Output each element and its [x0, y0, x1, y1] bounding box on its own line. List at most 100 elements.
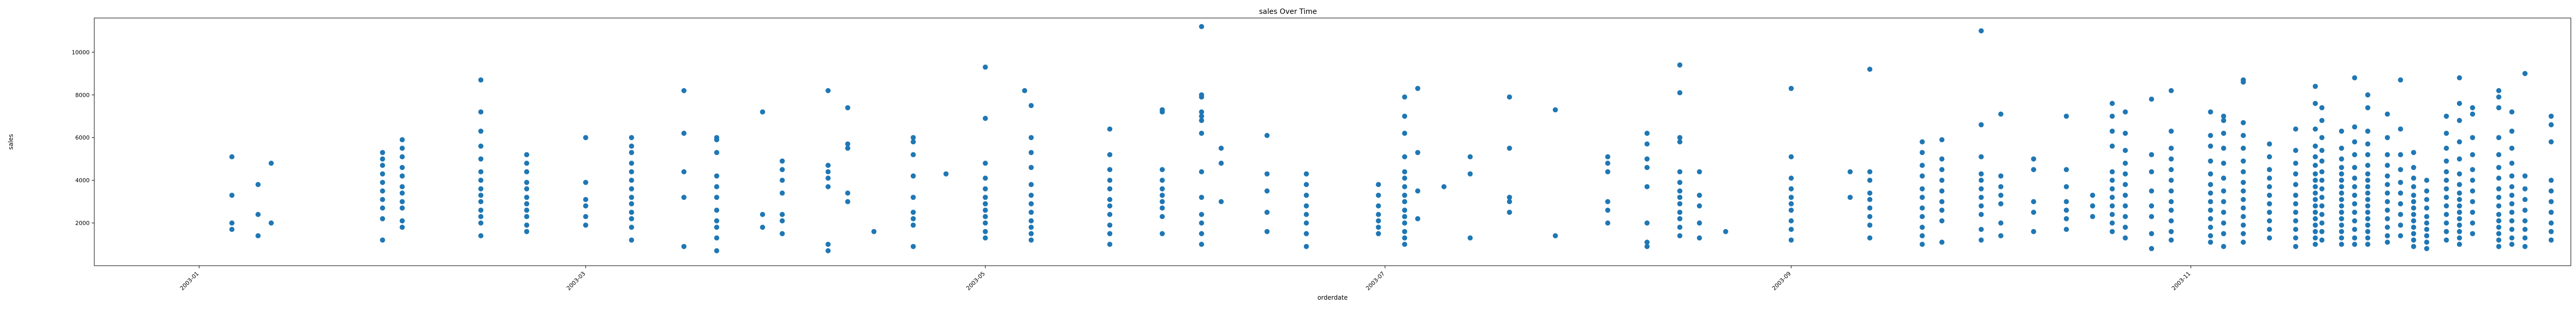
- data-point: [871, 229, 877, 234]
- data-point: [1644, 141, 1650, 147]
- data-point: [681, 88, 687, 93]
- data-point: [2031, 167, 2037, 172]
- data-point: [2109, 100, 2115, 106]
- data-point: [2352, 201, 2358, 206]
- data-point: [1998, 173, 2004, 179]
- data-point: [2109, 178, 2115, 183]
- data-point: [2109, 169, 2115, 175]
- data-point: [1402, 193, 1408, 198]
- data-point: [1199, 24, 1205, 29]
- data-point: [2398, 126, 2403, 132]
- data-point: [2352, 176, 2358, 181]
- data-point: [380, 171, 385, 177]
- data-point: [1303, 220, 1309, 226]
- data-point: [1939, 239, 1945, 245]
- data-point: [629, 135, 634, 141]
- data-point: [2149, 231, 2155, 236]
- data-point: [1376, 231, 1381, 236]
- data-point: [982, 220, 988, 226]
- data-point: [1867, 222, 1873, 228]
- data-point: [2338, 203, 2344, 209]
- data-point: [2456, 139, 2462, 145]
- data-point: [1159, 186, 1165, 192]
- data-point: [2208, 208, 2213, 213]
- data-point: [1199, 231, 1205, 236]
- data-point: [2063, 113, 2069, 119]
- data-point: [1402, 113, 1408, 119]
- data-point: [2090, 214, 2095, 219]
- data-point: [1199, 241, 1205, 247]
- data-point: [478, 208, 484, 213]
- data-point: [2411, 184, 2416, 189]
- data-point: [2063, 227, 2069, 232]
- data-point: [1159, 199, 1165, 204]
- data-point: [2522, 173, 2528, 179]
- data-point: [1376, 212, 1381, 217]
- data-point: [1303, 231, 1309, 236]
- data-point: [2338, 216, 2344, 221]
- data-point: [478, 156, 484, 162]
- data-point: [2293, 161, 2298, 166]
- data-point: [2456, 235, 2462, 241]
- data-point: [380, 180, 385, 185]
- data-point: [2319, 105, 2325, 111]
- data-point: [2398, 201, 2403, 206]
- data-point: [1467, 154, 1473, 160]
- data-point: [714, 224, 720, 230]
- data-point: [2548, 229, 2554, 234]
- data-point: [2168, 128, 2174, 134]
- data-point: [2411, 205, 2416, 211]
- data-point: [2313, 178, 2318, 183]
- data-point: [478, 169, 484, 175]
- data-point: [2168, 145, 2174, 151]
- data-point: [1867, 205, 1873, 211]
- data-point: [2319, 229, 2325, 234]
- data-point: [629, 216, 634, 221]
- data-point: [1028, 135, 1034, 141]
- data-point: [681, 195, 687, 200]
- data-point: [2221, 161, 2226, 166]
- data-point: [478, 143, 484, 149]
- data-point: [1978, 122, 1984, 128]
- data-point: [2424, 227, 2430, 232]
- data-point: [1920, 214, 1925, 219]
- data-point: [982, 229, 988, 234]
- data-point: [1978, 227, 1984, 232]
- data-point: [1199, 113, 1205, 119]
- data-point: [1605, 161, 1611, 166]
- data-point: [2365, 203, 2370, 209]
- data-point: [1402, 235, 1408, 241]
- data-point: [2221, 210, 2226, 215]
- data-point: [825, 176, 831, 181]
- data-point: [2365, 105, 2370, 111]
- plot-frame: [94, 18, 2571, 266]
- data-point: [1939, 188, 1945, 194]
- data-point: [1677, 201, 1683, 206]
- data-point: [2470, 135, 2476, 141]
- data-point: [1644, 156, 1650, 162]
- data-point: [2168, 188, 2174, 194]
- data-point: [1677, 210, 1683, 215]
- data-point: [1028, 201, 1034, 206]
- data-point: [2470, 152, 2476, 158]
- data-point: [2168, 156, 2174, 162]
- data-point: [2456, 229, 2462, 234]
- data-point: [910, 216, 916, 221]
- data-point: [2031, 210, 2037, 215]
- data-point: [2293, 210, 2298, 215]
- data-point: [2313, 203, 2318, 209]
- data-point: [1159, 214, 1165, 219]
- data-point: [2548, 188, 2554, 194]
- data-point: [2241, 214, 2246, 219]
- data-point: [478, 214, 484, 219]
- data-point: [268, 220, 274, 226]
- data-point: [982, 115, 988, 121]
- data-point: [2365, 241, 2370, 247]
- data-point: [2149, 188, 2155, 194]
- data-point: [2352, 75, 2358, 81]
- data-point: [2319, 220, 2325, 226]
- data-point: [2221, 113, 2226, 119]
- data-point: [583, 214, 588, 219]
- data-point: [1159, 167, 1165, 172]
- data-point: [524, 161, 530, 166]
